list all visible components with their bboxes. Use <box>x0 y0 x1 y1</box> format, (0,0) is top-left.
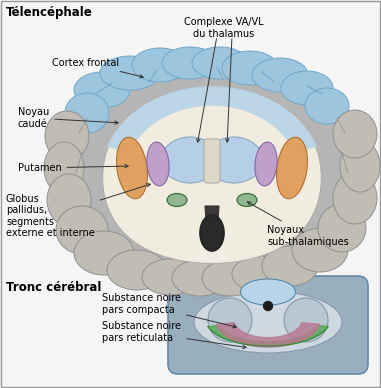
Text: Putamen: Putamen <box>18 163 128 173</box>
Ellipse shape <box>305 88 349 124</box>
Ellipse shape <box>281 71 333 105</box>
Ellipse shape <box>292 228 348 272</box>
Ellipse shape <box>192 47 248 79</box>
Polygon shape <box>205 206 219 220</box>
Ellipse shape <box>200 215 224 251</box>
Ellipse shape <box>208 298 252 342</box>
Ellipse shape <box>47 174 91 226</box>
Text: Globus
pallidus,
segments
externe et interne: Globus pallidus, segments externe et int… <box>6 184 150 238</box>
Polygon shape <box>217 323 319 347</box>
Ellipse shape <box>232 256 288 292</box>
Ellipse shape <box>162 47 218 79</box>
Ellipse shape <box>74 72 130 108</box>
Ellipse shape <box>167 194 187 206</box>
Ellipse shape <box>202 260 258 296</box>
Ellipse shape <box>194 291 342 353</box>
Ellipse shape <box>142 259 198 295</box>
Ellipse shape <box>222 51 278 85</box>
Ellipse shape <box>340 140 380 192</box>
Polygon shape <box>67 54 357 290</box>
FancyBboxPatch shape <box>204 139 220 183</box>
Ellipse shape <box>333 110 377 158</box>
Text: Substance noire
pars compacta: Substance noire pars compacta <box>102 293 236 328</box>
Ellipse shape <box>240 279 296 305</box>
Ellipse shape <box>252 58 308 92</box>
Ellipse shape <box>107 250 167 290</box>
Ellipse shape <box>132 48 188 82</box>
Ellipse shape <box>237 194 257 206</box>
Text: Noyaux
sub-thalamiques: Noyaux sub-thalamiques <box>247 202 349 247</box>
Ellipse shape <box>172 260 228 296</box>
Ellipse shape <box>45 111 89 161</box>
Ellipse shape <box>74 231 134 275</box>
Ellipse shape <box>255 142 277 186</box>
Text: Substance noire
pars reticulata: Substance noire pars reticulata <box>102 321 246 348</box>
Ellipse shape <box>262 246 318 286</box>
FancyBboxPatch shape <box>168 276 368 374</box>
Text: Complexe VA/VL
du thalamus: Complexe VA/VL du thalamus <box>184 17 264 38</box>
Polygon shape <box>208 326 328 346</box>
Ellipse shape <box>161 137 219 183</box>
Polygon shape <box>103 87 321 263</box>
Ellipse shape <box>277 137 307 199</box>
Text: Tronc cérébral: Tronc cérébral <box>6 281 101 294</box>
Ellipse shape <box>333 172 377 224</box>
Ellipse shape <box>100 56 160 90</box>
Text: Cortex frontal: Cortex frontal <box>52 58 143 78</box>
Ellipse shape <box>65 93 109 133</box>
Ellipse shape <box>264 301 272 310</box>
Ellipse shape <box>117 137 147 199</box>
Ellipse shape <box>205 137 263 183</box>
Text: Télencéphale: Télencéphale <box>6 6 93 19</box>
Ellipse shape <box>318 204 366 252</box>
Ellipse shape <box>147 142 169 186</box>
Polygon shape <box>107 86 317 153</box>
Ellipse shape <box>44 142 84 194</box>
Ellipse shape <box>56 206 108 254</box>
Ellipse shape <box>284 298 328 342</box>
Text: Noyau
caudé: Noyau caudé <box>18 107 118 129</box>
